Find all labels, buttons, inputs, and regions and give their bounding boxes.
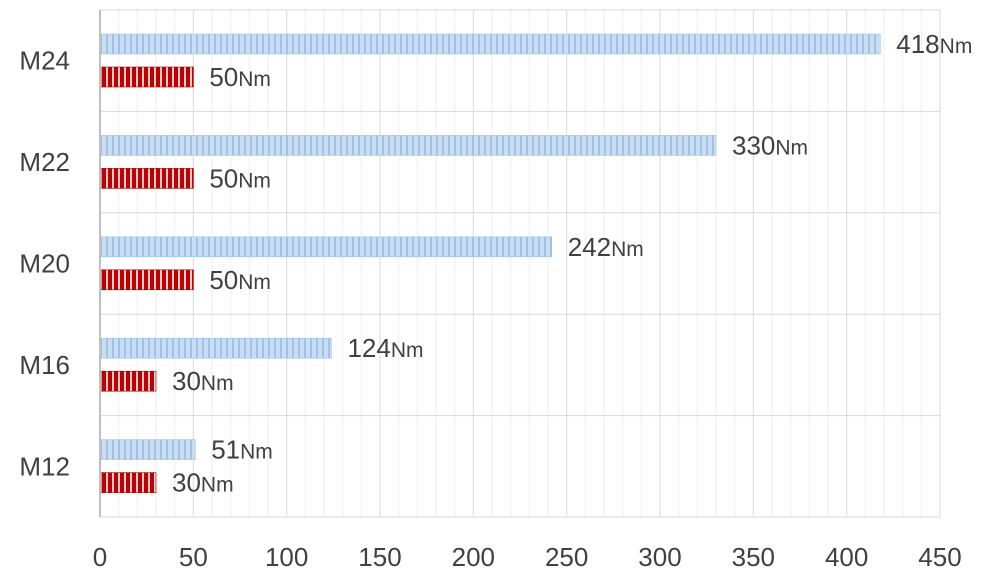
x-tick-label: 50 — [179, 542, 208, 572]
data-label-unit: Nm — [940, 35, 973, 58]
data-label: 50Nm — [209, 163, 271, 193]
data-label-unit: Nm — [238, 169, 271, 192]
bar-series-1 — [100, 33, 881, 55]
data-label: 50Nm — [209, 62, 271, 92]
x-tick-label: 0 — [93, 542, 107, 572]
data-label-unit: Nm — [238, 271, 271, 294]
bar-series-2 — [100, 370, 157, 392]
major-gridlines — [100, 9, 941, 518]
bar-series-2 — [100, 66, 194, 88]
x-tick-label: 100 — [265, 542, 308, 572]
category-label: M24 — [19, 46, 70, 76]
data-label: 51Nm — [211, 435, 273, 465]
data-label-value: 124 — [347, 333, 390, 363]
data-label: 124Nm — [347, 333, 423, 363]
data-label-unit: Nm — [391, 339, 424, 362]
bar-series-1 — [100, 439, 196, 460]
bar-series-1 — [100, 337, 332, 359]
data-label-unit: Nm — [611, 238, 644, 261]
data-label-unit: Nm — [240, 441, 273, 464]
x-tick-label: 400 — [825, 542, 868, 572]
bar-series-2 — [100, 269, 194, 291]
category-label: M12 — [19, 451, 70, 481]
bar-series-1 — [100, 135, 717, 156]
bar-series-1 — [100, 236, 553, 258]
data-label: 418Nm — [896, 29, 972, 59]
labels: 0 50 100 150 200 250 300 350 400 450M24418Nm50NmM… — [19, 29, 972, 572]
data-label-unit: Nm — [201, 474, 234, 497]
bar-series-2 — [100, 472, 157, 493]
data-label: 30Nm — [172, 366, 234, 396]
data-label-value: 30 — [172, 366, 201, 396]
x-tick-label: 150 — [358, 542, 401, 572]
x-tick-label: 200 — [452, 542, 495, 572]
data-label-value: 51 — [211, 435, 240, 465]
bars — [100, 33, 881, 493]
category-label: M16 — [19, 350, 70, 380]
data-label-value: 418 — [896, 29, 939, 59]
data-label: 50Nm — [209, 265, 271, 295]
bar-series-2 — [100, 168, 194, 189]
data-label: 242Nm — [568, 232, 644, 262]
data-label: 330Nm — [732, 130, 808, 160]
data-label-value: 50 — [209, 163, 238, 193]
data-label-value: 242 — [568, 232, 611, 262]
data-label-value: 330 — [732, 130, 775, 160]
data-label: 30Nm — [172, 468, 234, 498]
category-label: M20 — [19, 249, 70, 279]
data-label-unit: Nm — [775, 136, 808, 159]
data-label-unit: Nm — [238, 68, 271, 91]
data-label-value: 50 — [209, 265, 238, 295]
data-label-value: 30 — [172, 468, 201, 498]
x-tick-label: 250 — [545, 542, 588, 572]
x-tick-label: 350 — [732, 542, 775, 572]
x-tick-label: 450 — [918, 542, 961, 572]
category-label: M22 — [19, 147, 70, 177]
minor-gridlines — [118, 10, 922, 517]
data-label-unit: Nm — [201, 372, 234, 395]
data-label-value: 50 — [209, 62, 238, 92]
x-tick-label: 300 — [638, 542, 681, 572]
